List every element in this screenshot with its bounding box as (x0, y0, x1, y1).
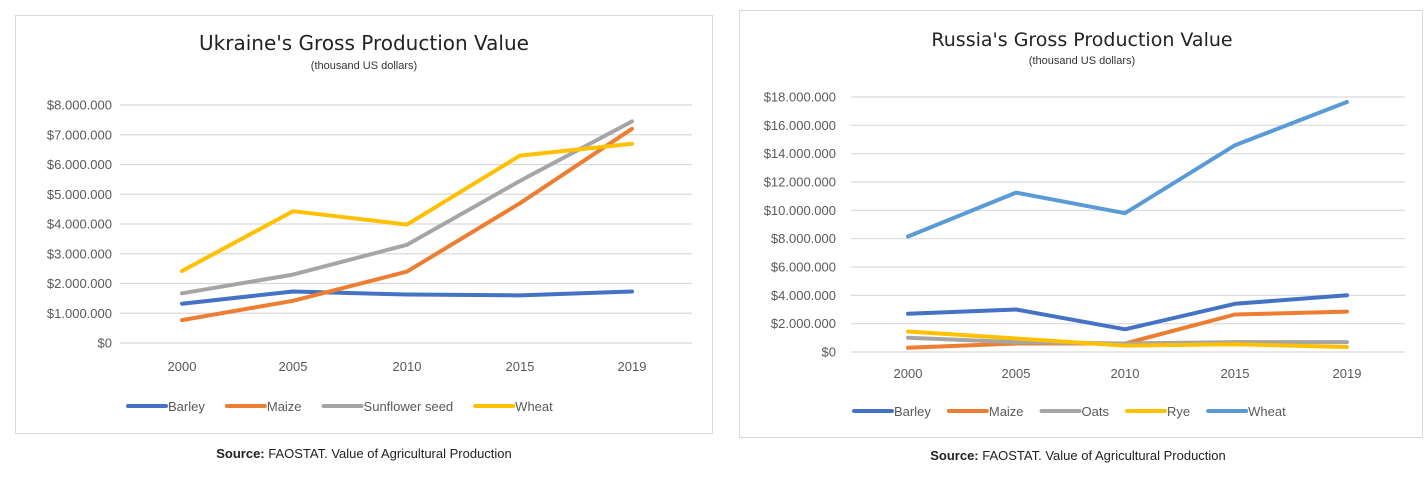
russia-x-tick-label: 2015 (1221, 366, 1250, 381)
russia-x-tick-label: 2010 (1111, 366, 1140, 381)
russia-source-caption: Source: FAOSTAT. Value of Agricultural P… (728, 448, 1428, 463)
ukraine-y-tick-label: $5.000.000 (47, 187, 112, 202)
ukraine-x-tick-label: 2005 (279, 359, 308, 374)
russia-x-tick-label: 2019 (1333, 366, 1362, 381)
russia-y-tick-label: $16.000.000 (764, 118, 836, 133)
russia-y-tick-label: $6.000.000 (771, 260, 836, 275)
ukraine-legend-label: Sunflower seed (364, 399, 454, 414)
russia-legend-label: Wheat (1248, 404, 1286, 419)
russia-series-wheat-line (906, 100, 1349, 239)
russia-legend-label: Barley (894, 404, 931, 419)
ukraine-x-tick-label: 2015 (506, 359, 535, 374)
ukraine-legend-label: Maize (267, 399, 302, 414)
russia-x-tick-label: 2000 (894, 366, 923, 381)
russia-y-tick-label: $18.000.000 (764, 90, 836, 105)
russia-y-tick-label: $8.000.000 (771, 231, 836, 246)
ukraine-y-tick-label: $0 (98, 336, 112, 351)
russia-y-tick-label: $4.000.000 (771, 288, 836, 303)
ukraine-y-tick-label: $6.000.000 (47, 157, 112, 172)
ukraine-series-sunflower-seed-line (180, 119, 634, 296)
russia-chart-subtitle: (thousand US dollars) (1029, 55, 1135, 67)
source-text: FAOSTAT. Value of Agricultural Productio… (978, 448, 1226, 463)
russia-y-tick-label: $0 (822, 345, 836, 360)
ukraine-series-barley-line (180, 289, 634, 306)
russia-legend-label: Maize (989, 404, 1024, 419)
russia-legend-label: Oats (1082, 404, 1110, 419)
russia-chart-title: Russia's Gross Production Value (931, 29, 1232, 51)
ukraine-chart-title: Ukraine's Gross Production Value (199, 31, 529, 55)
russia-y-tick-label: $2.000.000 (771, 316, 836, 331)
russia-chart-panel (739, 10, 1423, 438)
ukraine-x-tick-label: 2000 (168, 359, 197, 374)
ukraine-x-tick-label: 2019 (618, 359, 647, 374)
russia-y-tick-label: $10.000.000 (764, 203, 836, 218)
ukraine-y-tick-label: $2.000.000 (47, 276, 112, 291)
source-text: FAOSTAT. Value of Agricultural Productio… (264, 446, 512, 461)
source-label: Source: (216, 446, 265, 461)
russia-y-tick-label: $12.000.000 (764, 175, 836, 190)
russia-y-tick-label: $14.000.000 (764, 146, 836, 161)
ukraine-series-wheat-line (180, 141, 634, 273)
ukraine-y-tick-label: $8.000.000 (47, 98, 112, 113)
ukraine-x-tick-label: 2010 (393, 359, 422, 374)
ukraine-y-tick-label: $4.000.000 (47, 217, 112, 232)
russia-series-oats-line (906, 335, 1349, 346)
source-label: Source: (930, 448, 979, 463)
ukraine-y-tick-label: $1.000.000 (47, 306, 112, 321)
russia-legend-label: Rye (1167, 404, 1190, 419)
ukraine-source-caption: Source: FAOSTAT. Value of Agricultural P… (0, 446, 728, 461)
ukraine-y-tick-label: $3.000.000 (47, 246, 112, 261)
ukraine-legend-label: Wheat (515, 399, 553, 414)
ukraine-y-tick-label: $7.000.000 (47, 127, 112, 142)
ukraine-chart-subtitle: (thousand US dollars) (311, 60, 417, 72)
russia-x-tick-label: 2005 (1002, 366, 1031, 381)
ukraine-legend-label: Barley (168, 399, 205, 414)
